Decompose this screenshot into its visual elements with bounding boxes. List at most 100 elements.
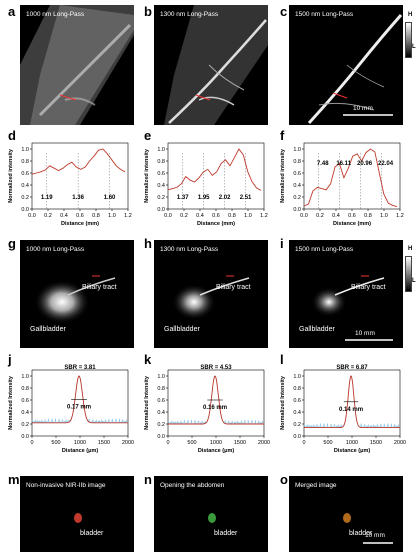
colorbar-low: L — [412, 44, 416, 50]
annotation-label: 20.96 — [357, 161, 373, 167]
colorbar — [405, 256, 412, 292]
y-tick-label: 0.4 — [157, 410, 165, 416]
profile-line — [31, 148, 126, 175]
colorbar-high: H — [408, 12, 413, 18]
image-title: Opening the abdomen — [160, 482, 225, 489]
y-tick-label: 0.2 — [21, 195, 29, 201]
x-tick-label: 1500 — [234, 440, 246, 446]
y-tick-label: 0.4 — [293, 183, 301, 189]
sbr-label: SBR = 4.53 — [200, 365, 232, 371]
y-tick-label: 0.8 — [293, 386, 301, 392]
x-tick-label: 0.4 — [196, 213, 204, 219]
x-tick-label: 2000 — [122, 440, 134, 446]
panel-label-k: k — [144, 352, 152, 367]
biliary-tract-label: Biliary tract — [82, 284, 117, 291]
panel-label-n: n — [144, 472, 152, 487]
gallbladder-label: Gallbladder — [30, 326, 66, 333]
y-tick-label: 0.0 — [157, 207, 165, 213]
annotation-label: 1.60 — [104, 195, 116, 201]
image-title: 1000 nm Long-Pass — [26, 246, 85, 253]
bladder-open-image: Opening the abdomen bladder — [154, 476, 268, 552]
chart-d: 0.0 0.2 0.4 0.6 0.8 1.0 1.2 0.0 0.2 0.4 0.6 0.8 1.0 D… — [8, 142, 132, 227]
image-title: Merged image — [295, 482, 337, 489]
x-tick-label: 0.8 — [228, 213, 236, 219]
fwhm-label: 0.16 mm — [203, 405, 227, 411]
y-tick-label: 0.0 — [157, 434, 165, 440]
x-tick-label: 1.2 — [260, 213, 268, 219]
x-tick-label: 0 — [30, 440, 33, 446]
x-tick-label: 0.8 — [92, 213, 100, 219]
x-tick-label: 0.4 — [60, 213, 68, 219]
biliary-image-1300: 1300 nm Long-Pass Biliary tract Gallblad… — [154, 240, 268, 348]
y-tick-label: 0.4 — [157, 183, 165, 189]
panel-label-f: f — [280, 128, 285, 143]
y-tick-label: 1.0 — [21, 147, 29, 153]
y-tick-label: 0.2 — [21, 422, 29, 428]
plot-frame — [31, 369, 129, 437]
y-tick-label: 0.8 — [293, 159, 301, 165]
x-tick-label: 0.0 — [164, 213, 172, 219]
annotation-label: 2.02 — [219, 195, 231, 201]
y-tick-label: 1.0 — [157, 374, 165, 380]
gallbladder-label: Gallbladder — [164, 326, 200, 333]
image-title: Non-invasive NIR-IIb image — [26, 482, 106, 489]
bladder-label: bladder — [80, 530, 104, 537]
x-tick-label: 0.6 — [76, 213, 84, 219]
x-tick-label: 1.0 — [380, 213, 388, 219]
x-tick-label: 1000 — [210, 440, 222, 446]
x-tick-label: 500 — [323, 440, 332, 446]
bladder-label: bladder — [349, 530, 373, 537]
y-axis-label: Normalized intensity — [280, 148, 286, 203]
x-tick-label: 0.2 — [180, 213, 188, 219]
y-tick-label: 1.0 — [21, 374, 29, 380]
chart-l: 0 500 1000 1500 2000 0.0 0.2 0.4 0.6 0.8 1.0 Distan… — [280, 365, 406, 454]
annotation-label: 2.51 — [240, 195, 252, 201]
fwhm-label: 0.14 mm — [339, 407, 363, 413]
colorbar-high: H — [408, 246, 413, 252]
x-axis-label: Distance (mm) — [61, 221, 99, 227]
sbr-label: SBR = 3.81 — [64, 365, 96, 371]
colorbar-low: L — [412, 278, 416, 284]
y-tick-label: 0.4 — [21, 183, 29, 189]
x-tick-label: 1.2 — [396, 213, 404, 219]
x-tick-label: 1500 — [98, 440, 110, 446]
scale-bar-label: 10 mm — [353, 105, 373, 112]
panel-label-c: c — [280, 4, 288, 19]
bladder-label: bladder — [214, 530, 238, 537]
x-tick-label: 1000 — [74, 440, 86, 446]
panel-label-b: b — [144, 4, 152, 19]
chart-f: 0.0 0.2 0.4 0.6 0.8 1.0 1.2 0.0 0.2 0.4 0.6 0.8 1.0 D… — [280, 142, 404, 227]
y-tick-label: 0.6 — [21, 171, 29, 177]
fit-profile-line — [304, 375, 400, 429]
panel-label-a: a — [8, 4, 16, 19]
x-tick-label: 0 — [166, 440, 169, 446]
x-tick-label: 500 — [187, 440, 196, 446]
y-tick-label: 0.6 — [293, 171, 301, 177]
y-tick-label: 0.0 — [21, 207, 29, 213]
panel-label-l: l — [280, 352, 284, 367]
x-tick-label: 1.2 — [124, 213, 132, 219]
chart-k: 0 500 1000 1500 2000 0.0 0.2 0.4 0.6 0.8 1.0 Distan… — [144, 365, 270, 454]
y-tick-label: 0.4 — [293, 410, 301, 416]
x-tick-label: 0.6 — [212, 213, 220, 219]
annotation-label: 1.36 — [72, 195, 84, 201]
scale-bar-label: 10 mm — [365, 532, 385, 539]
sbr-label: SBR = 6.87 — [336, 365, 368, 371]
y-axis-label: Normalized Intensity — [280, 375, 286, 430]
y-tick-label: 1.0 — [293, 147, 301, 153]
y-tick-label: 0.0 — [293, 434, 301, 440]
x-tick-label: 0 — [302, 440, 305, 446]
y-tick-label: 0.2 — [293, 195, 301, 201]
nir-image-1500: 1500 nm Long-Pass 10 mm — [289, 5, 403, 125]
bladder-merged-image: Merged image bladder 10 mm — [289, 476, 403, 552]
annotation-label: 16.11 — [336, 161, 351, 167]
x-tick-label: 0.4 — [332, 213, 340, 219]
annotation-label: 22.04 — [378, 161, 394, 167]
x-tick-label: 2000 — [394, 440, 406, 446]
y-axis-label: Normalized intensity — [144, 148, 150, 203]
gallbladder-label: Gallbladder — [299, 326, 335, 333]
y-tick-label: 0.6 — [157, 398, 165, 404]
image-title: 1300 nm Long-Pass — [160, 11, 219, 18]
biliary-tract-label: Biliary tract — [351, 284, 386, 291]
panel-label-h: h — [144, 236, 152, 251]
